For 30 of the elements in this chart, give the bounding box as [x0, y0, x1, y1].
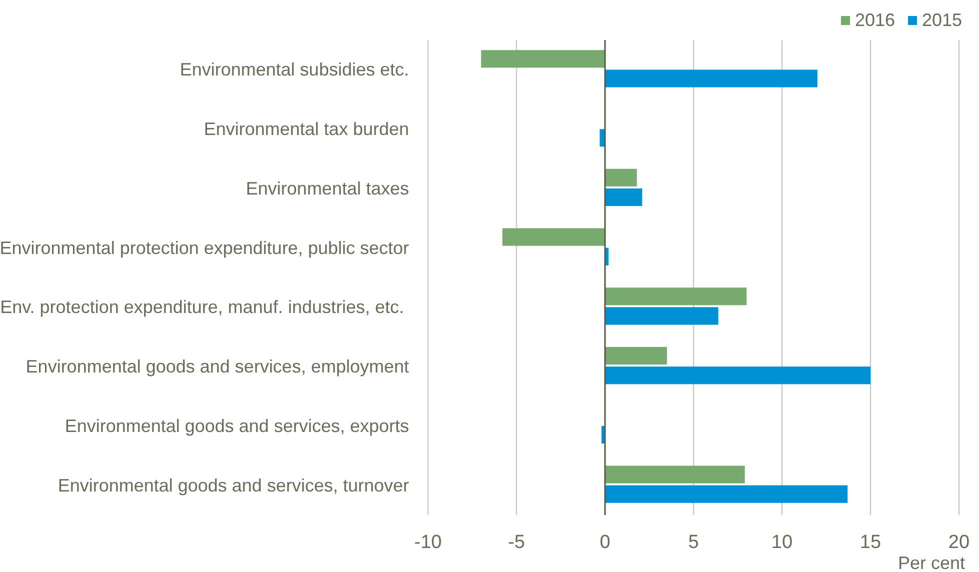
y-tick-label: Env. protection expenditure, manuf. industries, etc. [0, 297, 409, 318]
legend-label: 2016 [855, 10, 896, 30]
y-tick-label: Environmental protection expenditure, public sector [0, 238, 409, 258]
x-tick-label: 5 [688, 532, 699, 553]
bar [605, 188, 642, 206]
y-tick-label: Environmental goods and services, exports [64, 416, 409, 436]
bar [605, 168, 637, 186]
x-tick-label: 0 [600, 532, 610, 553]
bar [502, 228, 605, 246]
y-tick-label: Environmental goods and services, employment [26, 356, 409, 377]
x-axis-title: Per cent [898, 553, 965, 572]
y-tick-label: Environmental goods and services, turnover [58, 475, 410, 496]
bar [600, 129, 605, 147]
bar [605, 346, 667, 365]
x-tick-label: 20 [948, 532, 970, 553]
bar [481, 50, 605, 68]
x-tick-label: 10 [771, 532, 793, 553]
bar [605, 485, 848, 503]
y-tick-label: Environmental tax burden [204, 119, 409, 140]
bar [605, 307, 718, 325]
x-tick-label: -5 [508, 532, 525, 553]
x-tick-label: -10 [414, 532, 442, 553]
bar [605, 366, 870, 384]
y-tick-label: Environmental subsidies etc. [180, 60, 409, 80]
legend-label: 2015 [922, 10, 962, 30]
bar [605, 70, 818, 88]
x-tick-label: 15 [860, 532, 882, 553]
y-tick-label: Environmental taxes [246, 178, 409, 198]
bar [605, 466, 745, 484]
bar [605, 288, 747, 306]
